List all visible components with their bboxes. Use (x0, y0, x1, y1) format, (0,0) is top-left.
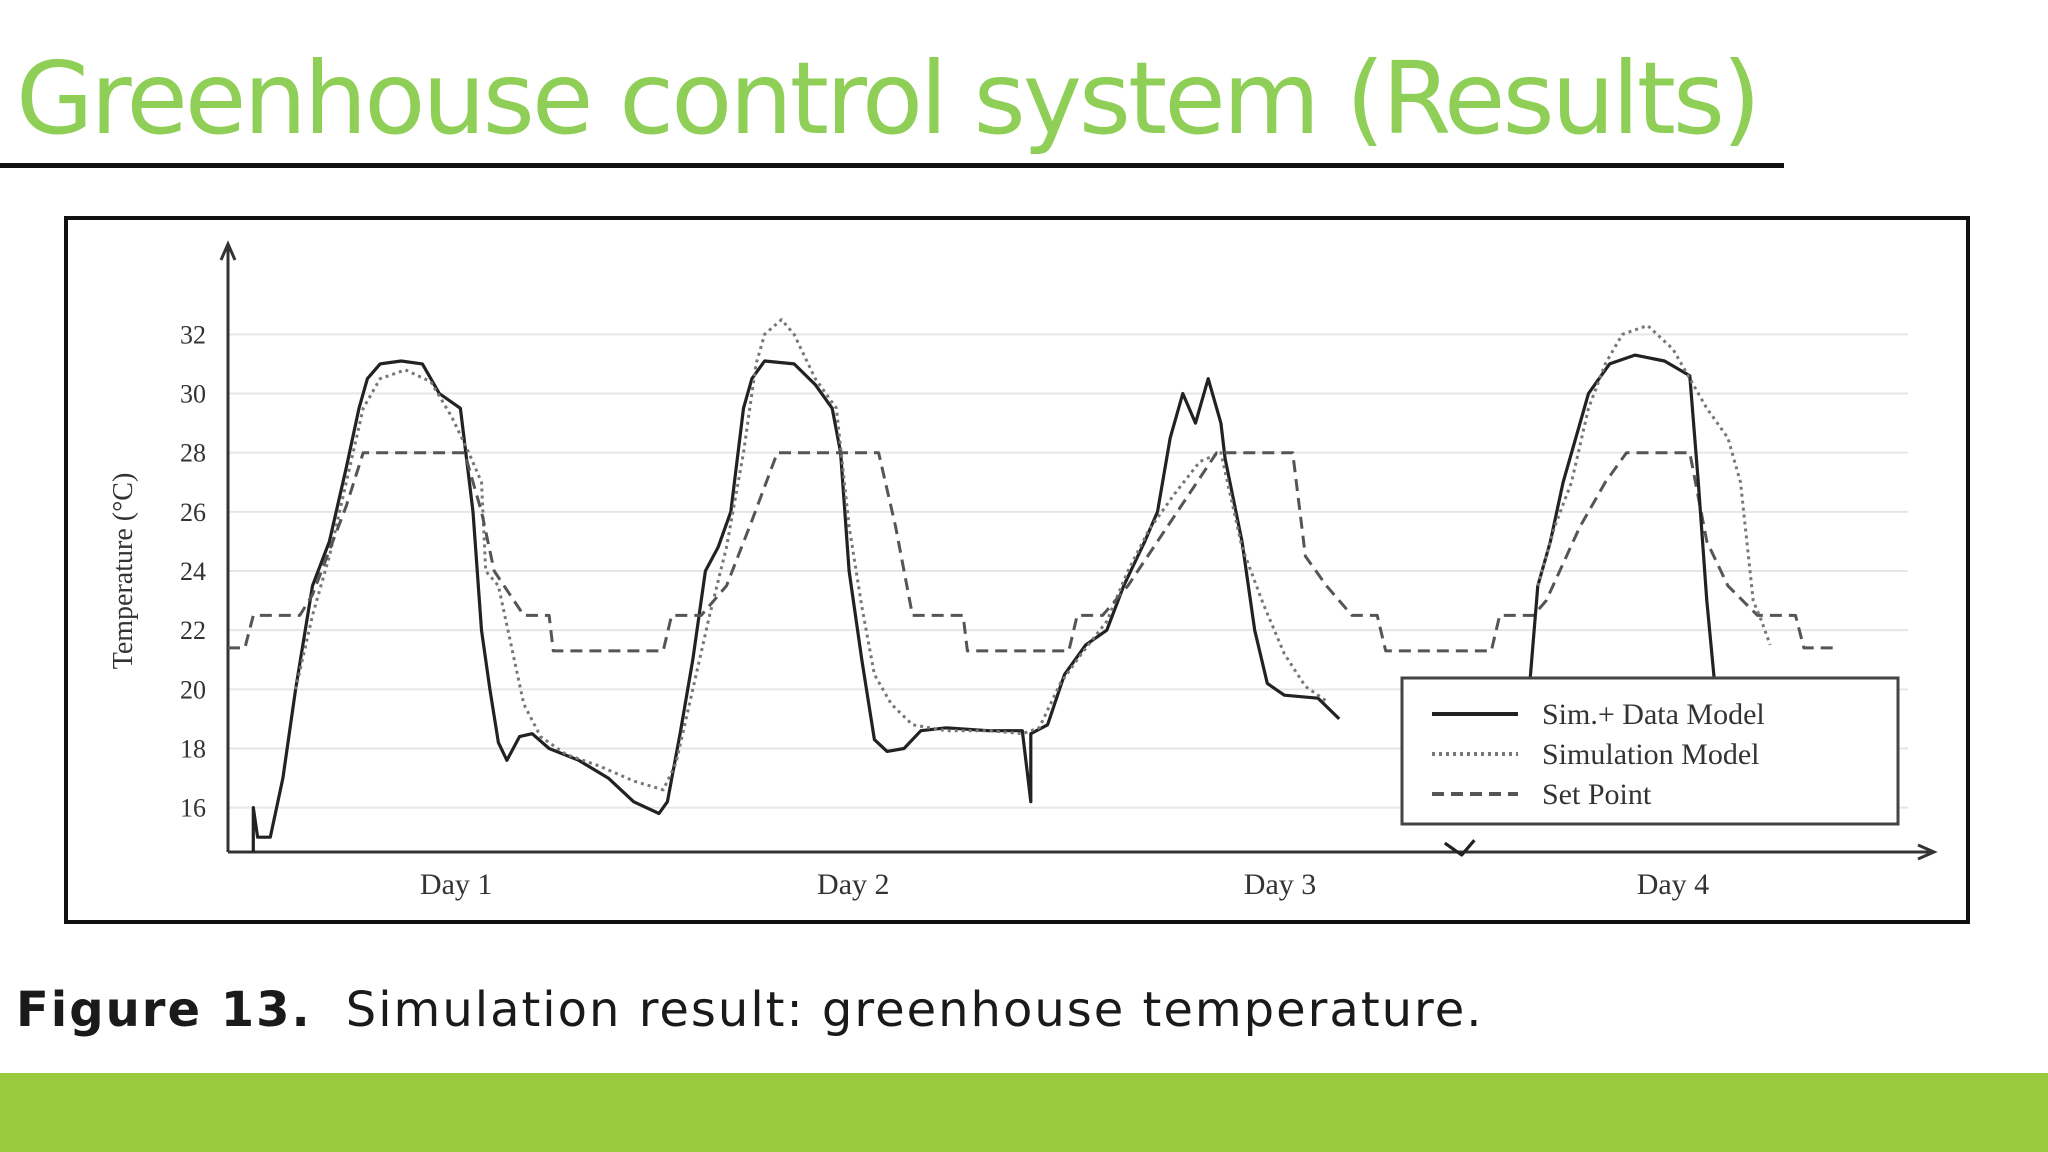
legend: Sim.+ Data Model Simulation Model Set Poin… (1400, 676, 1900, 826)
y-tick-label: 30 (180, 380, 206, 409)
y-axis-label: Temperature (°C) (108, 473, 139, 670)
y-tick-label: 26 (180, 498, 206, 527)
y-tick-label: 22 (180, 616, 206, 645)
x-tick-label: Day 4 (1637, 868, 1709, 901)
footer-accent-bar (0, 1073, 2048, 1152)
y-axis-arrow (219, 240, 237, 261)
x-tick-label: Day 1 (420, 868, 492, 901)
slide-title: Greenhouse control system (Results) (16, 40, 1761, 157)
y-tick-label: 24 (180, 557, 206, 586)
series-line (1536, 324, 1772, 646)
x-tick-label: Day 2 (817, 868, 889, 901)
title-underline (0, 163, 1784, 168)
series-line (251, 359, 1341, 852)
series-line (294, 318, 1328, 792)
y-tick-label: 16 (180, 794, 206, 823)
figure-frame: 16 18 20 22 24 26 28 30 32 Day 1 Day 2 Day 3 Day 4 Te… (64, 216, 1970, 924)
y-tick-label: 32 (180, 320, 206, 349)
x-axis-arrow (1917, 843, 1938, 861)
series-line (1443, 839, 1476, 857)
axes: 16 18 20 22 24 26 28 30 32 Day 1 Day 2 Day 3 Day 4 Te… (108, 240, 1938, 901)
figure-caption: Figure 13. Simulation result: greenhouse … (16, 982, 1484, 1038)
legend-entry: Simulation Model (1542, 738, 1760, 771)
series-line (1527, 353, 1717, 690)
legend-box (1400, 676, 1900, 826)
y-tick-label: 20 (180, 675, 206, 704)
series-lines (228, 318, 1834, 857)
x-tick-label: Day 3 (1244, 868, 1316, 901)
legend-entry: Sim.+ Data Model (1542, 698, 1765, 731)
temperature-chart: 16 18 20 22 24 26 28 30 32 Day 1 Day 2 Day 3 Day 4 Te… (108, 240, 1938, 901)
legend-entry: Set Point (1542, 778, 1652, 811)
figure-number: Figure 13. (16, 982, 312, 1038)
y-tick-label: 28 (180, 439, 206, 468)
y-tick-label: 18 (180, 734, 206, 763)
figure-caption-text: Simulation result: greenhouse temperatur… (345, 982, 1484, 1038)
